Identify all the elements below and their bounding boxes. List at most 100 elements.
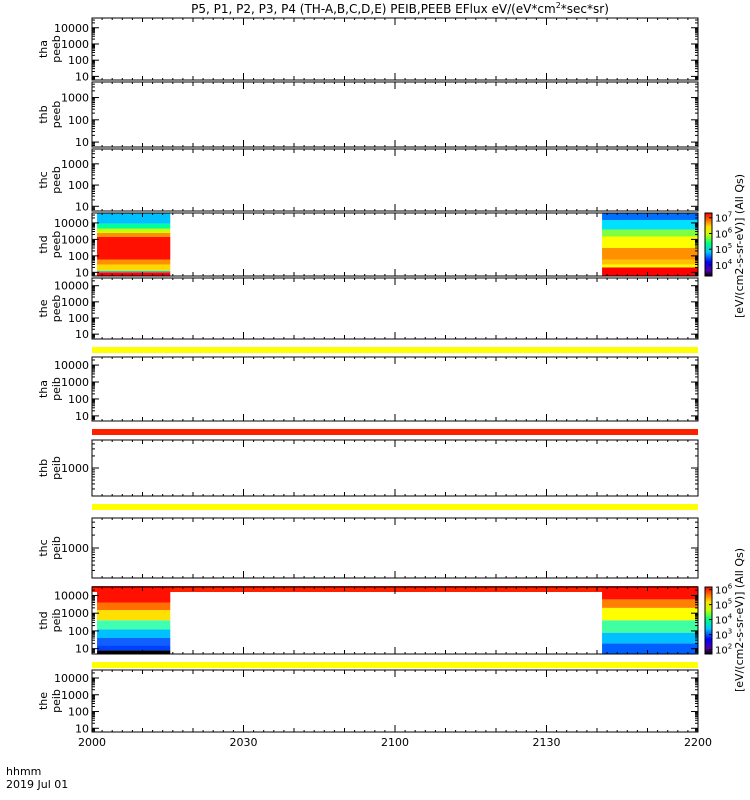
colorbar-tick-label: 105 xyxy=(715,598,732,612)
panel-thb-peeb: 10 100 1000 thb peeb xyxy=(37,81,699,149)
spectrogram-cell xyxy=(602,259,698,265)
spectrogram-cell xyxy=(97,223,171,229)
spectrogram-cell xyxy=(97,213,171,224)
colorbar xyxy=(704,586,713,655)
panel-the-peib: 10 100 1000 10000 the peib xyxy=(37,669,699,735)
color-strip xyxy=(92,429,698,435)
x-tick-label: 2130 xyxy=(533,736,561,749)
panel-instrument-label: peeb xyxy=(50,35,63,63)
color-strip xyxy=(92,662,698,668)
y-tick-label: 10000 xyxy=(54,280,89,293)
y-tick-label: 1000 xyxy=(61,607,89,620)
colorbar-tick-exponent: 4 xyxy=(728,258,733,266)
y-tick-label: 10 xyxy=(75,722,89,735)
y-tick-label: 10 xyxy=(75,410,89,423)
spectrogram-cell xyxy=(97,610,171,621)
color-strip xyxy=(92,504,698,510)
panel-probe-label: the xyxy=(37,299,50,317)
spectrogram-cell xyxy=(602,213,698,221)
spectrogram-cell xyxy=(97,629,171,638)
colorbar-tick-exponent: 6 xyxy=(728,583,733,591)
y-tick-label: 100 xyxy=(68,706,89,719)
spectrogram-cell xyxy=(97,602,171,611)
y-tick-label: 10000 xyxy=(54,672,89,685)
y-tick-label: 1000 xyxy=(61,689,89,702)
panel-frame xyxy=(91,81,699,148)
y-tick-label: 100 xyxy=(68,54,89,67)
spectrogram-cell xyxy=(97,271,171,273)
spectrogram-cell xyxy=(97,620,171,630)
spectrogram-cell xyxy=(602,229,698,237)
spectrogram-cell xyxy=(602,599,698,608)
colorbar xyxy=(704,212,713,277)
spectrogram-cell xyxy=(97,259,171,265)
y-tick-label: 1000 xyxy=(61,462,89,475)
colorbar-tick-label: 103 xyxy=(715,628,732,642)
colorbar-tick-exponent: 3 xyxy=(728,628,732,636)
y-tick-label: 1000 xyxy=(61,38,89,51)
panel-instrument-label: peeb xyxy=(50,231,63,259)
colorbar-tick-label: 106 xyxy=(715,583,733,597)
colorbar-tick-exponent: 7 xyxy=(728,211,732,219)
x-tick-label: 2000 xyxy=(78,736,106,749)
colorbar-tick-base: 10 xyxy=(715,601,728,612)
panel-the-peeb: 10 100 1000 10000 the peeb xyxy=(37,277,699,353)
y-tick-label: 1000 xyxy=(61,92,89,105)
colorbar-tick-base: 10 xyxy=(715,616,728,627)
colorbar-tick-label: 102 xyxy=(715,642,732,656)
y-tick-label: 100 xyxy=(68,393,89,406)
panel-instrument-label: peeb xyxy=(50,295,63,323)
colorbar-tick-base: 10 xyxy=(715,245,728,256)
panel-probe-label: thb xyxy=(37,105,50,123)
colorbar-unit-label: [eV/(cm2-s-sr-eV)] (All Qs) xyxy=(733,548,746,692)
spectrogram-cell xyxy=(602,587,698,600)
panel-frame xyxy=(91,17,699,81)
x-tick-label: 2200 xyxy=(684,736,712,749)
colorbar-tick-exponent: 4 xyxy=(728,613,733,621)
panel-frame xyxy=(91,439,699,497)
spectrogram-cell xyxy=(97,264,171,272)
y-tick-label: 1000 xyxy=(61,542,89,555)
panel-frame xyxy=(91,148,699,212)
spectrogram-cell xyxy=(602,267,698,276)
y-tick-label: 1000 xyxy=(61,233,89,246)
y-tick-label: 10 xyxy=(75,200,89,213)
y-tick-label: 10 xyxy=(75,266,89,279)
colorbar-tick-exponent: 6 xyxy=(728,226,733,234)
y-tick-label: 10 xyxy=(75,70,89,83)
x-axis-label-date: 2019 Jul 01 xyxy=(6,778,68,791)
panel-probe-label: tha xyxy=(37,380,50,398)
y-tick-label: 10 xyxy=(75,643,89,656)
panel-probe-label: thb xyxy=(37,459,50,477)
colorbar-tick-exponent: 2 xyxy=(728,642,732,650)
panel-probe-label: tha xyxy=(37,40,50,58)
panel-probe-label: thc xyxy=(37,539,50,556)
spectrogram-cell xyxy=(602,236,698,249)
colorbar-tick-exponent: 5 xyxy=(728,242,732,250)
panel-instrument-label: peib xyxy=(50,689,63,713)
spectrogram-cell xyxy=(602,220,698,230)
x-axis-label-hhmm: hhmm xyxy=(6,765,41,778)
x-tick-label: 2100 xyxy=(381,736,409,749)
time-axis: 2000 2030 2100 2130 2200 xyxy=(78,736,712,749)
spectrogram-cell xyxy=(602,264,698,268)
panel-thc-peib: 1000 thc peib xyxy=(37,517,699,592)
y-tick-label: 100 xyxy=(68,114,89,127)
colorbar-tick-base: 10 xyxy=(715,645,728,656)
panel-frame xyxy=(91,517,699,579)
y-tick-label: 100 xyxy=(68,179,89,192)
colorbar-tick-base: 10 xyxy=(715,214,728,225)
colorbar-tick-base: 10 xyxy=(715,631,728,642)
panel-probe-label: thd xyxy=(37,235,50,253)
colorbar-tick-base: 10 xyxy=(715,586,728,597)
panel-probe-label: thd xyxy=(37,611,50,629)
y-tick-label: 100 xyxy=(68,625,89,638)
spectrogram-cell xyxy=(97,645,171,651)
spectrogram-cell xyxy=(97,228,171,233)
y-tick-label: 10000 xyxy=(54,22,89,35)
panel-instrument-label: peeb xyxy=(50,166,63,194)
spectrogram-cell xyxy=(97,232,171,237)
